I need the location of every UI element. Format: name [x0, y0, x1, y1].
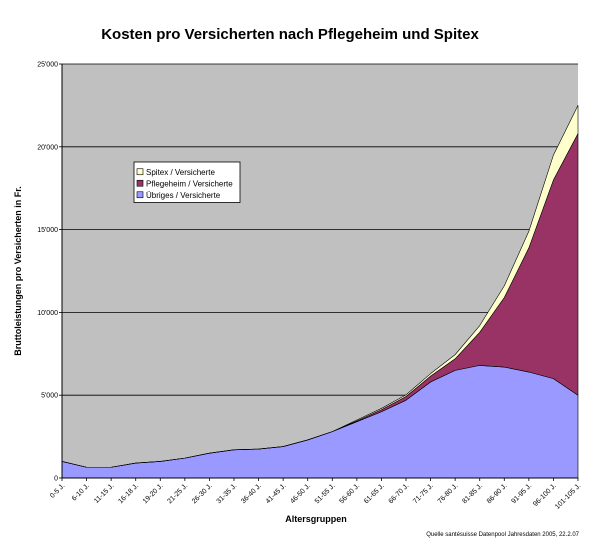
x-tick-label: 16-18 J. — [117, 482, 140, 505]
x-tick-label: 81-85 J. — [461, 482, 484, 505]
x-tick-label: 26-30 J. — [191, 482, 214, 505]
x-tick-label: 96-100 J. — [532, 482, 558, 508]
source-note: Quelle santésuisse Datenpool Jahresdaten… — [426, 532, 579, 538]
legend-label: Pflegeheim / Versicherte — [146, 179, 233, 188]
x-tick-label: 71-75 J. — [412, 482, 435, 505]
x-tick-label: 66-70 J. — [388, 482, 411, 505]
x-tick-label: 11-15 J. — [93, 482, 116, 505]
x-tick-label: 21-25 J. — [166, 482, 189, 505]
x-tick-label: 19-20 J. — [142, 482, 165, 505]
x-tick-label: 0-5 J. — [49, 482, 66, 499]
legend-label: Übriges / Versicherte — [146, 191, 221, 200]
legend-swatch — [136, 168, 144, 176]
legend: Spitex / Versicherte Pflegeheim / Versich… — [133, 161, 241, 203]
y-tick-label: 15'000 — [37, 227, 58, 234]
x-tick-label: 46-50 J. — [289, 482, 312, 505]
x-tick-label: 6-10 J. — [71, 482, 91, 502]
area-series — [61, 105, 579, 468]
legend-label: Spitex / Versicherte — [146, 168, 215, 177]
y-tick-label: 5'000 — [41, 393, 58, 400]
x-axis-ticks: 0-5 J. 6-10 J. 11-15 J. 16-18 J. 19-20 J. 21-… — [49, 478, 582, 511]
y-axis-ticks: 0 5'000 10'000 15'000 20'000 25'000 — [37, 62, 62, 483]
y-tick-label: 25'000 — [37, 62, 58, 69]
x-tick-label: 86-90 J. — [486, 482, 509, 505]
x-tick-label: 31-35 J. — [216, 482, 239, 505]
chart-title: Kosten pro Versicherten nach Pflegeheim … — [101, 26, 479, 43]
x-tick-label: 91-95 J. — [510, 482, 533, 505]
x-tick-label: 76-80 J. — [437, 482, 460, 505]
x-tick-label: 36-40 J. — [240, 482, 263, 505]
axes — [61, 64, 578, 479]
y-tick-label: 20'000 — [37, 144, 58, 151]
legend-box — [133, 161, 241, 203]
x-tick-label: 51-55 J. — [314, 482, 337, 505]
y-tick-label: 10'000 — [37, 310, 58, 317]
legend-swatch — [136, 191, 144, 199]
y-tick-label: 0 — [54, 476, 58, 483]
x-tick-label: 61-65 J. — [363, 482, 386, 505]
x-axis-label: Altersgruppen — [285, 514, 347, 524]
y-axis-label: Bruttoleistungen pro Versicherten in Fr. — [13, 186, 23, 356]
legend-swatch — [136, 179, 144, 187]
x-tick-label: 101-105 J. — [554, 482, 582, 510]
x-tick-label: 56-60 J. — [338, 482, 361, 505]
x-tick-label: 41-45 J. — [265, 482, 288, 505]
